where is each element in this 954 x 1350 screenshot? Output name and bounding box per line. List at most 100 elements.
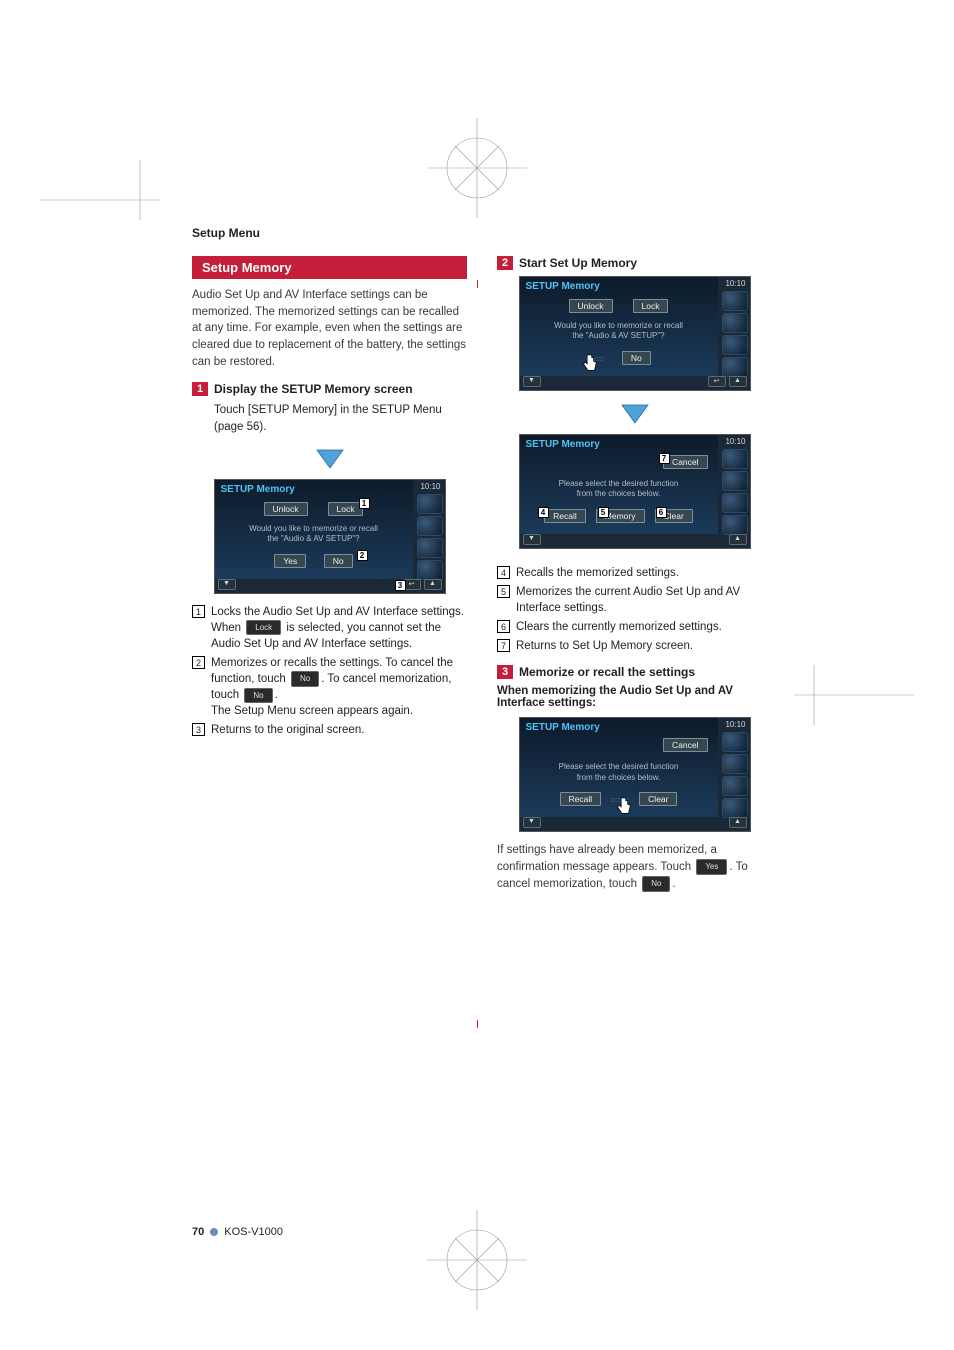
step-num-3: 3 [497, 665, 513, 679]
note-5: 5Memorizes the current Audio Set Up and … [497, 584, 772, 616]
shot4-msg-a: Please select the desired function [559, 762, 679, 771]
unlock-button[interactable]: Unlock [569, 299, 613, 313]
note-5a: Memorizes the current Audio Set Up and A… [516, 584, 772, 616]
outro-a: If settings have already been memorized,… [497, 844, 717, 873]
callout-5: 5 [598, 507, 609, 518]
no-button[interactable]: No [324, 554, 353, 568]
side-icon[interactable] [722, 357, 748, 377]
note-num-4: 4 [497, 566, 510, 579]
page-footer: 70 KOS-V1000 [192, 1226, 283, 1238]
step-3-header: 3 Memorize or recall the settings [497, 665, 772, 679]
clock: 10:10 [725, 279, 745, 288]
note-1: 1 Locks the Audio Set Up and AV Interfac… [192, 604, 467, 652]
right-column: 2 Start Set Up Memory SETUP Memory Unloc… [497, 256, 772, 904]
note-num-3: 3 [192, 723, 205, 736]
callout-3: 3 [395, 580, 406, 591]
side-icon[interactable] [722, 776, 748, 796]
yes-button[interactable]: Yes [274, 554, 306, 568]
step-3-title: Memorize or recall the settings [519, 665, 695, 679]
side-icon[interactable] [417, 560, 443, 580]
arrow-down-icon [497, 401, 772, 428]
intro-text: Audio Set Up and AV Interface settings c… [192, 287, 467, 370]
no-chip: No [244, 688, 272, 703]
note-4: 4 Recalls the memorized settings. [497, 565, 772, 581]
shot1-msg-b: the "Audio & AV SETUP"? [267, 534, 359, 543]
left-column: Setup Memory Audio Set Up and AV Interfa… [192, 256, 467, 904]
touch-hand-icon [578, 353, 600, 375]
side-icon[interactable] [722, 754, 748, 774]
shot3-msg-a: Please select the desired function [559, 479, 679, 488]
shot3-title: SETUP Memory [526, 439, 600, 450]
side-icon[interactable] [722, 798, 748, 818]
side-icon[interactable] [722, 335, 748, 355]
callout-6: 6 [656, 507, 667, 518]
screenshot-3: SETUP Memory Cancel 7 Please select the … [519, 434, 751, 549]
clear-button[interactable]: Clear [639, 792, 677, 806]
section-header: Setup Menu [192, 226, 772, 240]
step-2-title: Start Set Up Memory [519, 256, 637, 270]
yes-chip: Yes [696, 859, 727, 875]
side-icon[interactable] [722, 471, 748, 491]
side-icon[interactable] [722, 732, 748, 752]
side-icon[interactable] [722, 449, 748, 469]
crop-mark-cr [794, 665, 914, 725]
nav-down-button[interactable]: ▼ [523, 376, 541, 387]
side-icon[interactable] [722, 291, 748, 311]
outro-c: . [672, 878, 675, 890]
footer-dot-icon [210, 1228, 218, 1236]
clock: 10:10 [420, 482, 440, 491]
note-num-1: 1 [192, 605, 205, 618]
title-bar: Setup Memory [192, 256, 467, 279]
outro-text: If settings have already been memorized,… [497, 842, 772, 892]
nav-down-button[interactable]: ▼ [523, 817, 541, 828]
note-2d: The Setup Menu screen appears again. [211, 705, 413, 717]
cancel-button[interactable]: Cancel [663, 455, 707, 469]
side-icon[interactable] [722, 313, 748, 333]
gutter-mark-bottom [477, 1020, 478, 1028]
recall-button[interactable]: Recall [560, 792, 602, 806]
side-icon[interactable] [417, 516, 443, 536]
no-chip: No [291, 671, 319, 686]
side-icon[interactable] [417, 538, 443, 558]
shot3-msg-b: from the choices below. [577, 489, 661, 498]
return-button[interactable]: ↩ [708, 376, 726, 387]
note-num-6: 6 [497, 620, 510, 633]
shot2-msg-a: Would you like to memorize or recall [554, 321, 683, 330]
nav-up-button[interactable]: ▲ [424, 579, 442, 590]
step-num-2: 2 [497, 256, 513, 270]
nav-up-button[interactable]: ▲ [729, 534, 747, 545]
callout-1: 1 [359, 498, 370, 509]
lock-button[interactable]: Lock [633, 299, 669, 313]
note-4a: Recalls the memorized settings. [516, 565, 679, 581]
step-num-1: 1 [192, 382, 208, 396]
nav-down-button[interactable]: ▼ [218, 579, 236, 590]
unlock-button[interactable]: Unlock [264, 502, 308, 516]
sub-heading: When memorizing the Audio Set Up and AV … [497, 685, 772, 709]
nav-up-button[interactable]: ▲ [729, 376, 747, 387]
cancel-button[interactable]: Cancel [663, 738, 707, 752]
shot1-msg-a: Would you like to memorize or recall [249, 524, 378, 533]
step-1-title: Display the SETUP Memory screen [214, 382, 413, 396]
nav-down-button[interactable]: ▼ [523, 534, 541, 545]
screenshot-2: SETUP Memory Unlock Lock Would you like … [519, 276, 751, 391]
note-num-7: 7 [497, 639, 510, 652]
note-3a: Returns to the original screen. [211, 722, 364, 738]
callout-4: 4 [538, 507, 549, 518]
step-1-header: 1 Display the SETUP Memory screen [192, 382, 467, 396]
side-icon[interactable] [722, 515, 748, 535]
no-button[interactable]: No [622, 351, 651, 365]
crop-mark-tl [40, 160, 160, 220]
side-icon[interactable] [722, 493, 748, 513]
note-7: 7Returns to Set Up Memory screen. [497, 638, 772, 654]
screenshot-1: SETUP Memory Unlock Lock 1 Would you lik… [214, 479, 446, 594]
model-name: KOS-V1000 [224, 1226, 283, 1238]
note-6: 6Clears the currently memorized settings… [497, 619, 772, 635]
side-icon[interactable] [417, 494, 443, 514]
note-3: 3 Returns to the original screen. [192, 722, 467, 738]
step-1-body: Touch [SETUP Memory] in the SETUP Menu (… [214, 402, 467, 435]
shot2-title: SETUP Memory [526, 281, 600, 292]
shot2-msg-b: the "Audio & AV SETUP"? [572, 331, 664, 340]
nav-up-button[interactable]: ▲ [729, 817, 747, 828]
recall-button[interactable]: Recall [544, 509, 586, 523]
print-mark-top [427, 118, 527, 218]
